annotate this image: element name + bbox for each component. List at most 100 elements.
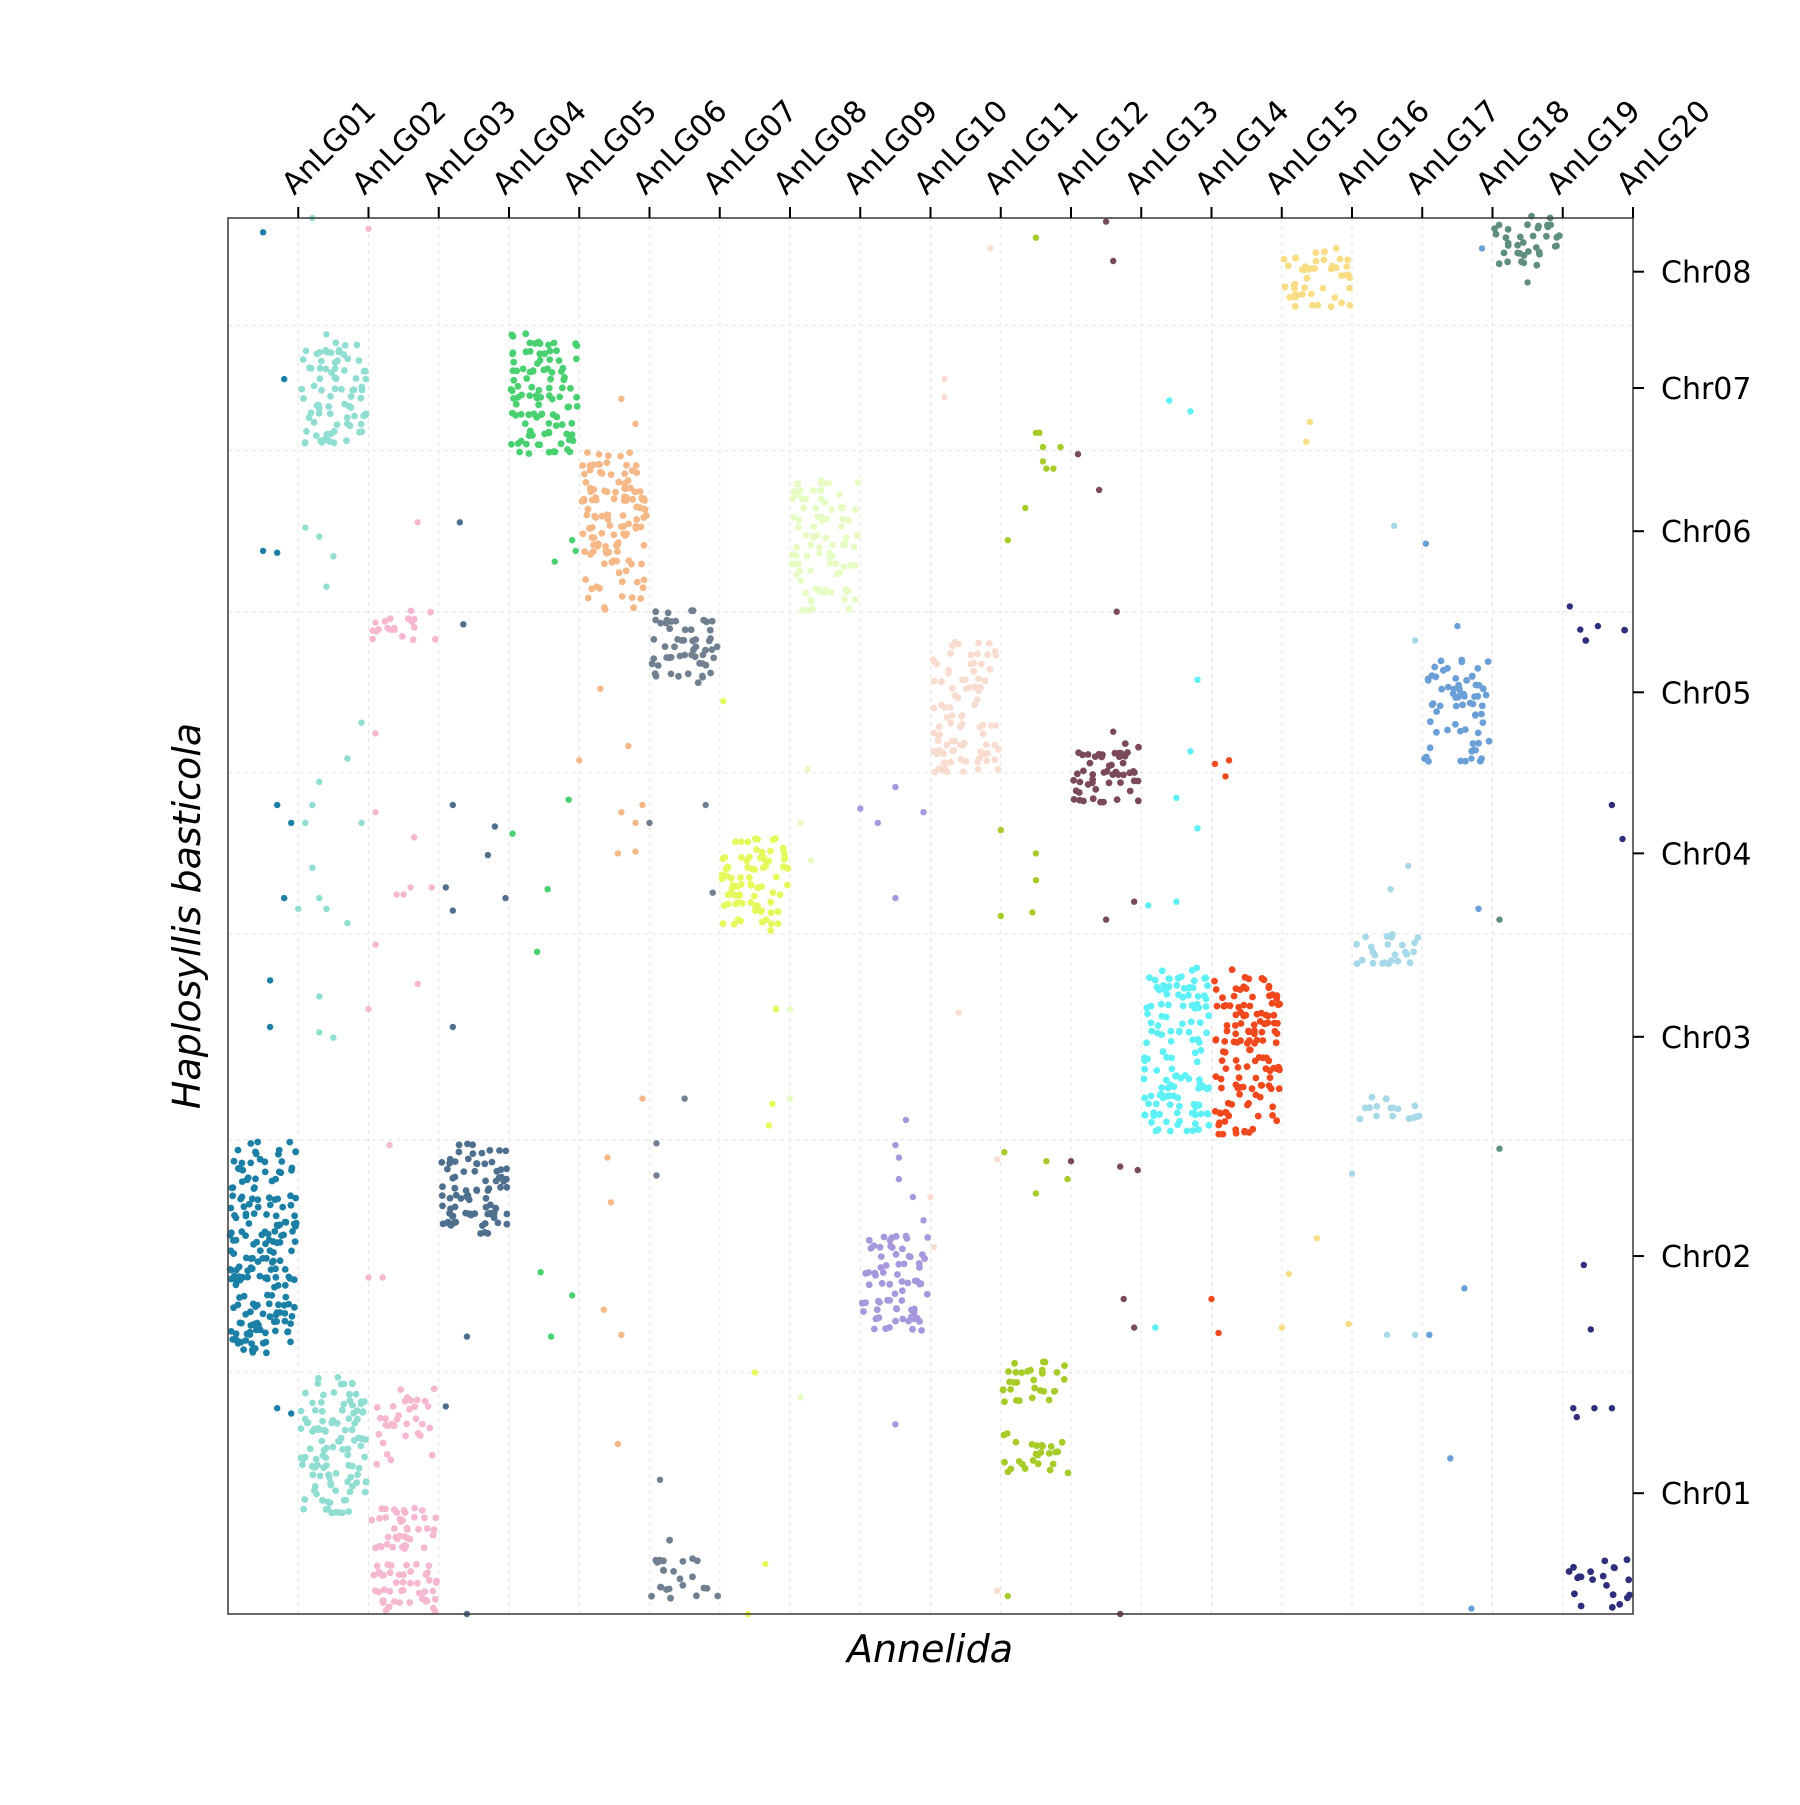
data-point	[772, 1005, 780, 1013]
data-point	[709, 889, 716, 896]
data-point	[652, 616, 659, 624]
data-point	[1172, 1072, 1179, 1080]
data-point	[230, 1304, 238, 1312]
data-point	[637, 595, 645, 602]
data-point	[936, 731, 943, 738]
data-point	[1428, 672, 1436, 679]
data-point	[772, 873, 780, 881]
data-point	[555, 357, 563, 364]
data-point	[536, 340, 544, 347]
data-point	[1402, 948, 1409, 956]
data-point	[684, 670, 692, 678]
data-point	[287, 1192, 294, 1200]
data-point	[977, 660, 985, 668]
data-point	[653, 1140, 660, 1147]
data-point	[1475, 905, 1482, 912]
data-point	[1147, 1002, 1155, 1010]
data-point	[503, 1165, 510, 1173]
data-point	[464, 1155, 472, 1163]
data-point	[1251, 1030, 1258, 1038]
data-point	[639, 1095, 646, 1102]
data-point	[262, 1240, 269, 1248]
data-point	[1060, 1376, 1068, 1383]
data-point	[1474, 692, 1482, 700]
data-point	[619, 512, 627, 519]
data-point	[760, 864, 767, 872]
data-point	[681, 1095, 688, 1102]
data-point	[1117, 1163, 1124, 1170]
data-point	[738, 854, 745, 861]
data-point	[1518, 258, 1525, 266]
data-point	[1039, 443, 1047, 451]
data-point	[281, 1281, 289, 1289]
data-point	[1219, 994, 1226, 1002]
data-point	[390, 1598, 398, 1605]
data-point	[779, 844, 787, 852]
data-point	[653, 1172, 660, 1179]
data-point	[291, 1238, 299, 1245]
data-point	[967, 651, 975, 659]
data-point	[1529, 232, 1537, 240]
data-point	[730, 920, 738, 928]
data-point	[1095, 486, 1103, 494]
data-point	[347, 1473, 355, 1481]
data-point	[1543, 232, 1550, 240]
data-point	[666, 625, 674, 633]
data-point	[240, 1346, 248, 1353]
data-point	[383, 1450, 391, 1458]
data-point	[449, 801, 456, 809]
data-point	[955, 1009, 962, 1016]
data-point	[977, 748, 985, 756]
data-point	[603, 459, 611, 467]
data-point	[1608, 801, 1616, 809]
data-point	[774, 920, 782, 927]
data-point	[557, 440, 565, 448]
data-point	[779, 863, 787, 871]
data-point	[1196, 1019, 1204, 1026]
data-point	[406, 1599, 414, 1606]
data-point	[1113, 608, 1120, 615]
data-point	[500, 1177, 508, 1185]
data-point	[1179, 1020, 1186, 1028]
data-point	[793, 544, 800, 551]
data-point	[1022, 504, 1029, 512]
data-point	[419, 1595, 426, 1603]
data-point	[679, 1581, 687, 1589]
data-point	[323, 331, 330, 338]
data-point	[302, 347, 310, 355]
data-point	[908, 1306, 915, 1314]
data-point	[1176, 1102, 1183, 1110]
data-point	[1591, 1405, 1598, 1412]
data-point	[1343, 263, 1351, 270]
data-point	[316, 1029, 323, 1036]
data-point	[894, 1271, 901, 1278]
data-point	[1032, 850, 1040, 857]
data-point	[362, 1436, 369, 1443]
data-point	[349, 1401, 356, 1409]
data-point	[1405, 1115, 1413, 1122]
data-point	[1321, 248, 1328, 256]
data-point	[347, 393, 355, 400]
data-point	[744, 863, 751, 871]
data-point	[432, 1514, 440, 1522]
data-point	[941, 703, 949, 711]
data-point	[565, 436, 573, 444]
data-point	[1033, 1442, 1041, 1450]
data-point	[832, 560, 840, 568]
data-point	[1332, 245, 1340, 252]
data-point	[626, 449, 634, 456]
data-point	[442, 884, 449, 891]
data-point	[262, 1338, 270, 1346]
data-point	[823, 515, 831, 523]
data-point	[841, 541, 848, 548]
data-point	[311, 1487, 318, 1494]
data-point	[886, 1324, 893, 1331]
data-point	[245, 1220, 253, 1227]
data-point	[351, 412, 358, 420]
data-point	[1070, 776, 1077, 784]
data-point	[1571, 1590, 1578, 1598]
data-point	[261, 1168, 269, 1176]
data-point	[1130, 777, 1138, 785]
data-point	[271, 1283, 278, 1291]
data-point	[1215, 1329, 1222, 1337]
